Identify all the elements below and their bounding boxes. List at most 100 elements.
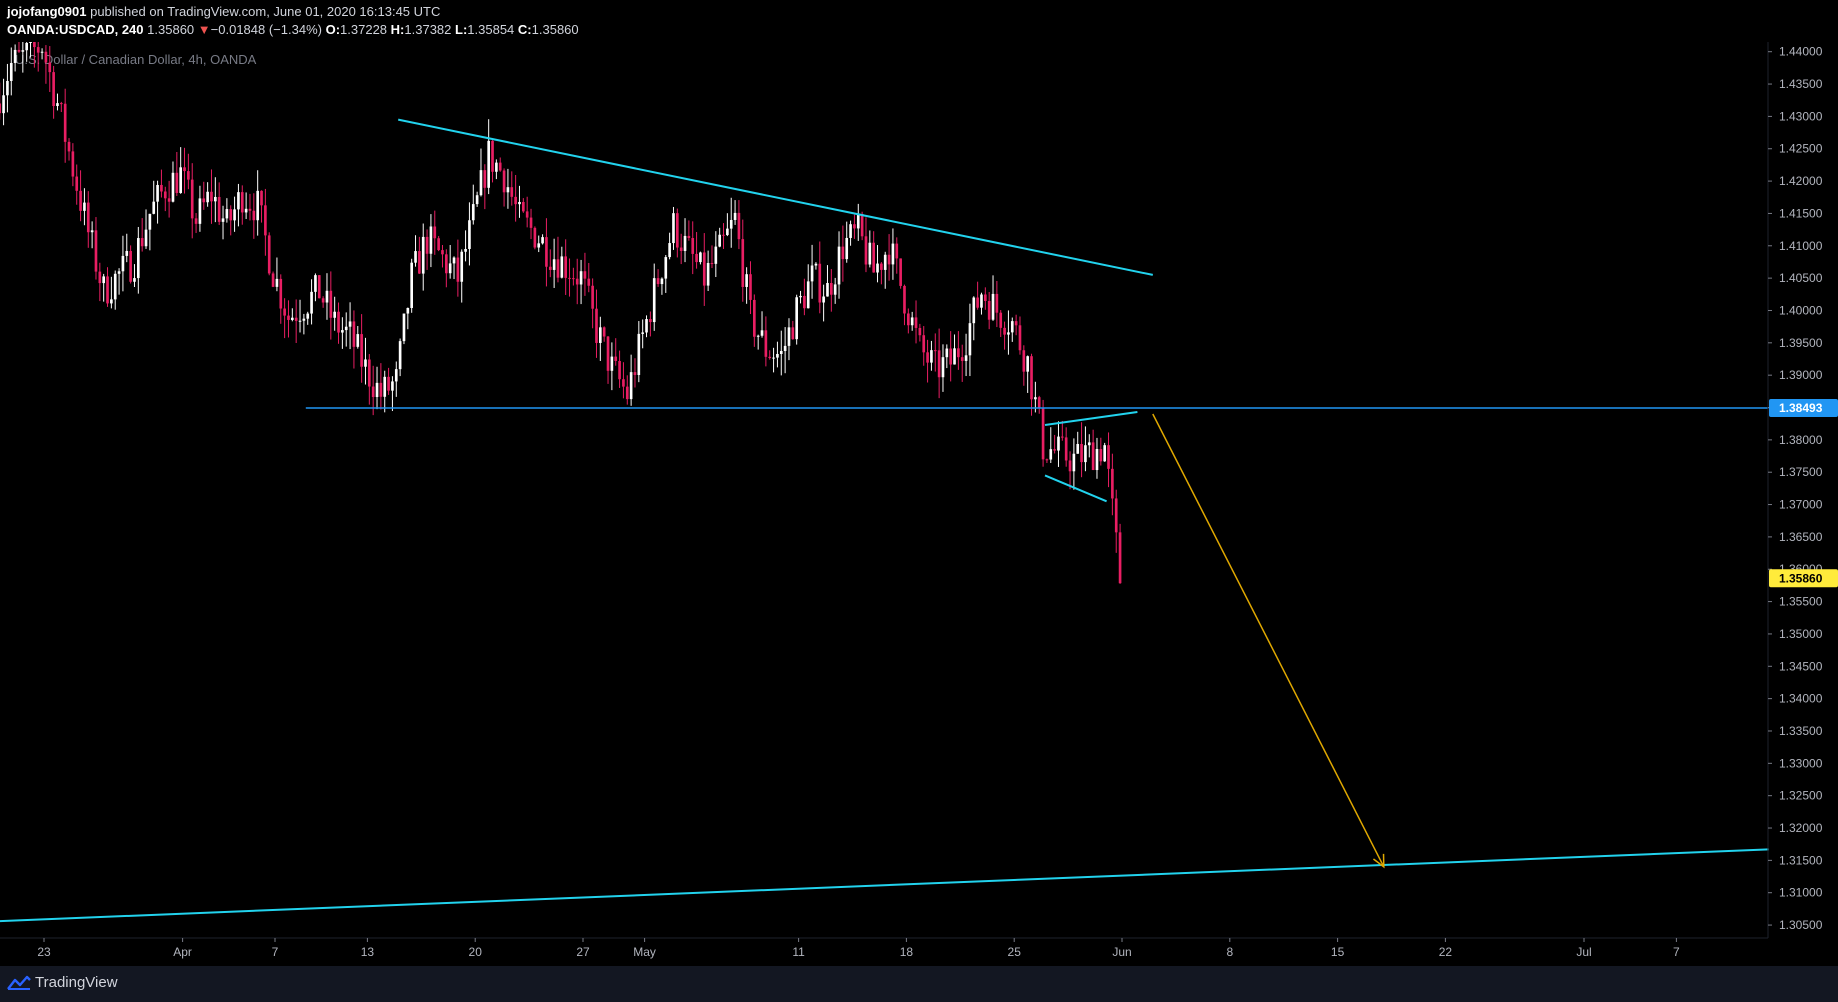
price-tag-label: 1.38493 <box>1779 401 1823 415</box>
x-tick-label: May <box>633 945 656 959</box>
candle-body <box>556 259 560 278</box>
author-name[interactable]: jojofang0901 <box>7 4 87 19</box>
candle-body <box>1007 332 1010 335</box>
candle-body <box>525 211 529 218</box>
x-tick-label: Jul <box>1576 945 1591 959</box>
candle-body <box>414 251 417 263</box>
candle-body <box>44 51 48 63</box>
time-axis[interactable]: 23 Apr 7 13 20 27 May 11 18 25 Jun 8 15 22 Jul 7 <box>0 937 1768 959</box>
x-tick-label: 20 <box>469 945 483 959</box>
candle-body <box>75 176 79 191</box>
flag-lower-line[interactable] <box>1044 474 1107 503</box>
candle-body <box>637 333 641 375</box>
candle-body <box>287 315 290 320</box>
candle-body <box>753 299 756 337</box>
candle-body <box>256 190 259 221</box>
candle-body <box>984 294 987 301</box>
y-tick-label: 1.41000 <box>1779 239 1823 253</box>
x-tick-label: 7 <box>272 945 279 959</box>
candle-body <box>371 386 375 398</box>
candle-body <box>445 254 448 274</box>
candle-body <box>364 359 367 367</box>
candle-body <box>1068 460 1072 472</box>
candle-body <box>949 348 952 365</box>
candle-body <box>625 386 629 400</box>
descending-trendline[interactable] <box>397 118 1154 276</box>
candle-body <box>830 283 833 295</box>
candle-body <box>614 356 618 361</box>
candle-body <box>903 285 906 314</box>
candle-body <box>202 198 206 203</box>
candle-body <box>437 238 440 251</box>
candle-body <box>853 224 856 229</box>
x-tick-label: Apr <box>173 945 192 959</box>
candle-body <box>987 300 991 320</box>
candle-body <box>125 250 129 256</box>
candle-body <box>460 251 464 282</box>
candle-body <box>714 246 718 264</box>
candle-body <box>564 256 567 278</box>
candle-body <box>1049 449 1053 460</box>
candle-body <box>587 278 591 286</box>
y-tick-label: 1.32000 <box>1779 821 1823 835</box>
candle-body <box>529 217 533 228</box>
price-chart[interactable]: U.S. Dollar / Canadian Dollar, 4h, OANDA… <box>0 0 1838 966</box>
candle-body <box>687 235 691 239</box>
candle-body <box>140 238 144 247</box>
candle-body <box>910 317 914 326</box>
price-axis[interactable]: 1.44000 1.43500 1.43000 1.42500 1.42000 1.415… <box>1767 42 1823 938</box>
candle-body <box>167 198 171 202</box>
candle-body <box>622 379 625 387</box>
candle-body <box>194 218 198 224</box>
candle-body <box>699 252 702 263</box>
candle-body <box>606 336 610 371</box>
candle-body <box>117 271 121 274</box>
x-tick-label: 18 <box>900 945 914 959</box>
candle-body <box>190 179 194 219</box>
candle-body <box>652 278 656 323</box>
candle-body <box>244 208 248 213</box>
candle-body <box>398 341 402 370</box>
close-label: C: <box>517 22 532 37</box>
y-tick-label: 1.30500 <box>1779 918 1823 932</box>
candle-body <box>56 103 59 107</box>
candle-body <box>899 258 902 286</box>
y-tick-label: 1.44000 <box>1779 45 1823 59</box>
tradingview-brand[interactable]: TradingView <box>7 974 118 991</box>
candle-body <box>599 327 602 343</box>
flag-upper-line[interactable] <box>1044 411 1138 426</box>
candle-body <box>237 192 240 210</box>
y-tick-label: 1.43000 <box>1779 109 1823 123</box>
close-value: 1.35860 <box>531 22 579 37</box>
candle-body <box>498 162 502 171</box>
candle-body <box>1091 442 1095 471</box>
candle-body <box>702 252 706 286</box>
candle-body <box>660 278 664 285</box>
candle-body <box>741 239 745 287</box>
candle-body <box>872 242 875 273</box>
candle-body <box>514 196 517 205</box>
candle-body <box>13 49 17 63</box>
candle-body <box>814 263 818 266</box>
symbol-name[interactable]: OANDA:USDCAD, 240 <box>7 22 144 37</box>
candle-body <box>441 250 444 255</box>
candle-body <box>1080 443 1083 463</box>
candle-body <box>995 293 999 313</box>
target-arrow-line[interactable] <box>1152 413 1385 868</box>
candle-body <box>464 248 467 252</box>
candle-body <box>40 51 44 53</box>
rising-support-line[interactable] <box>0 848 1769 923</box>
candle-body <box>922 335 926 353</box>
price-tag-label: 1.35860 <box>1779 571 1823 585</box>
candle-body <box>676 213 679 248</box>
y-tick-label: 1.33500 <box>1779 724 1823 738</box>
candle-body <box>1010 321 1014 333</box>
candle-body <box>17 49 21 52</box>
y-tick-label: 1.34000 <box>1779 692 1823 706</box>
candle-body <box>806 281 810 309</box>
candlestick-series <box>0 15 1122 584</box>
candle-body <box>560 256 564 278</box>
candle-body <box>156 184 159 202</box>
candle-body <box>691 238 695 254</box>
candle-body <box>610 356 614 371</box>
